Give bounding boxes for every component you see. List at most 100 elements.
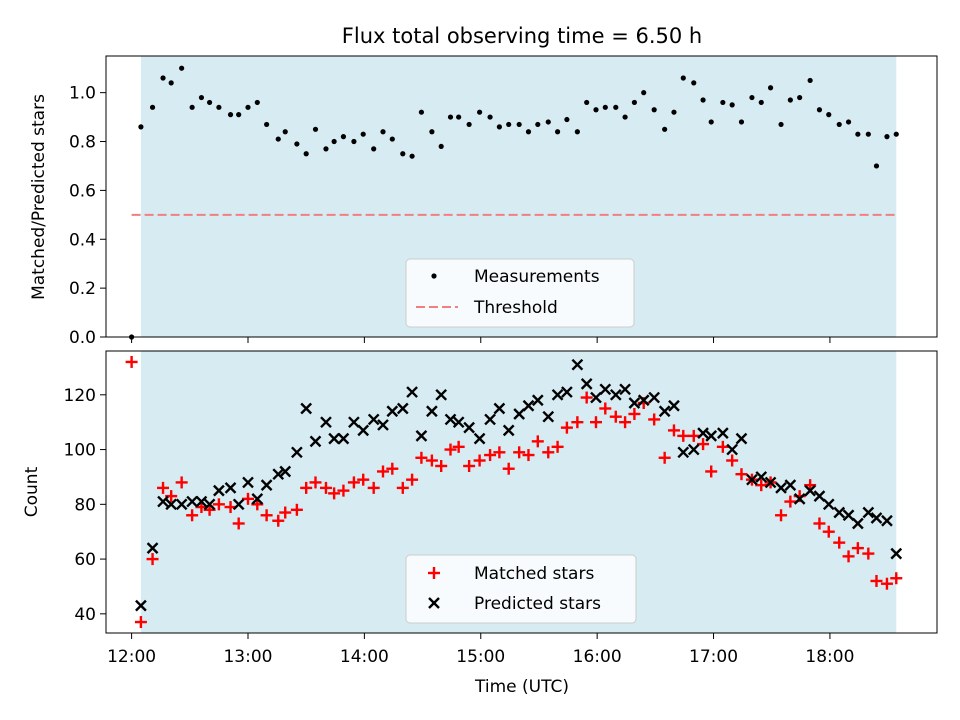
measurement-point [198,94,205,101]
matched-star-point [658,451,671,464]
measurement-point [236,112,242,118]
predicted-star-point [279,465,292,478]
legend-matched-marker [428,567,440,579]
matched-star-point [463,459,476,472]
matched-star-point [425,454,438,467]
predicted-star-point [328,432,340,445]
x-tick-label: 12:00 [107,647,156,667]
matched-star-point [697,438,710,451]
predicted-star-point [175,498,188,511]
measurement-point [254,99,260,106]
predicted-star-point [463,421,475,434]
measurement-point [631,99,637,106]
measurement-point [884,134,890,140]
y-tick-label: 0.6 [69,181,96,201]
measurement-point [641,90,647,96]
measurement-point [787,97,793,103]
predicted-star-point [775,482,787,494]
counts-legend: Matched stars Predicted stars [405,554,637,624]
y-tick-label: 0.4 [69,230,96,250]
measurement-point [738,119,745,125]
measurement-point [691,80,697,86]
predicted-star-point [784,479,797,492]
matched-star-point [870,574,883,587]
matched-star-point [677,429,690,442]
measurement-point [380,129,386,135]
measurement-point [323,146,329,152]
matched-star-point [735,468,748,481]
matched-star-point [272,514,285,527]
predicted-star-point [135,599,147,612]
matched-star-point [157,481,170,494]
ratio-axes-frame [105,55,938,338]
matched-star-point [146,553,159,566]
predicted-star-point [406,386,418,398]
measurement-point [400,151,406,157]
x-axis-label: Time (UTC) [474,677,569,697]
predicted-star-point [705,430,718,442]
matched-star-point [522,449,535,462]
measurement-point [506,121,512,128]
predicted-star-point [590,391,602,404]
predicted-star-point [513,408,526,420]
predicted-star-point [687,443,700,456]
matched-star-point [444,443,457,456]
matched-star-point [309,476,322,489]
measurement-point [360,131,366,137]
measurement-point [708,119,714,125]
predicted-star-point [881,514,893,527]
predicted-star-point [793,492,806,505]
matched-star-point [784,495,797,508]
predicted-star-point [755,471,768,483]
legend-measurements-marker [431,273,437,279]
matched-star-point [589,416,602,429]
matched-star-point [822,525,835,538]
matched-star-point [531,435,544,448]
x-tick-label: 13:00 [223,647,272,667]
counts-y-ticks: 40 60 80 100 120 [64,386,106,625]
predicted-star-point [232,498,245,511]
matched-star-point [619,416,632,429]
predicted-star-point [502,424,515,437]
measurement-point [893,131,899,137]
predicted-star-point [203,498,216,511]
matched-star-point [473,454,486,467]
predicted-star-point [571,358,584,371]
measurement-point [836,121,842,128]
matched-star-point [687,429,700,442]
predicted-star-point [415,430,428,442]
measurement-point [351,138,357,145]
measurement-point [264,121,270,128]
predicted-star-point [542,410,555,423]
legend-threshold-label: Threshold [473,298,558,318]
matched-star-point [571,416,584,429]
measurement-point [535,121,541,128]
measurement-point [206,99,213,106]
predicted-star-point [367,413,380,426]
predicted-star-point [531,394,544,407]
predicted-star-point [337,432,350,445]
matched-star-point [813,517,826,530]
matched-star-point [493,446,506,459]
predicted-star-point [396,402,409,415]
predicted-star-point [426,405,438,418]
measurement-point [409,153,415,159]
matched-star-point [435,459,448,472]
measurement-point [720,99,726,106]
measurement-point [275,136,281,142]
matched-star-point [367,481,380,494]
matched-star-point [279,506,292,519]
predicted-star-point [242,476,254,489]
predicted-star-point [452,416,465,429]
measurement-point [525,129,532,135]
x-tick-label: 16:00 [573,647,622,667]
matched-star-point [609,410,622,423]
matched-star-point [667,424,680,437]
matched-star-point [452,440,465,453]
predicted-star-point [357,424,370,437]
measurement-point [758,99,764,106]
predicted-star-point [870,512,883,524]
measurement-point [138,124,144,130]
predicted-star-point [764,476,777,489]
